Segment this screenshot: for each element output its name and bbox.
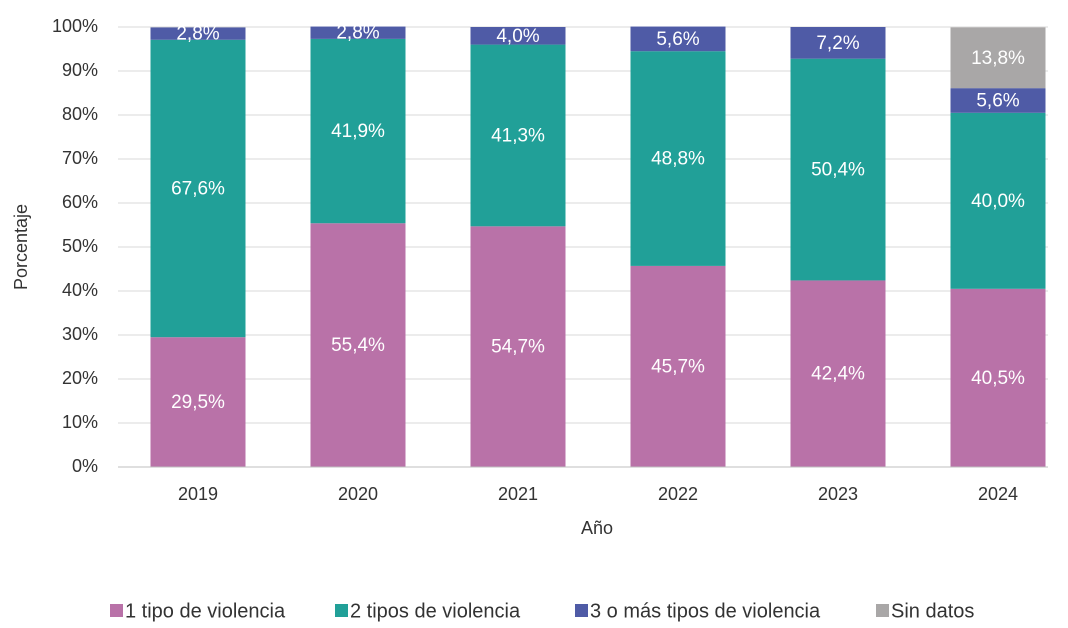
bar-segment [630, 265, 726, 467]
value-label: 54,7% [491, 337, 545, 358]
bar-segment [790, 58, 886, 281]
value-label: 40,0% [971, 191, 1025, 212]
value-label: 45,7% [651, 356, 705, 377]
y-tick-label: 30% [62, 324, 98, 344]
y-tick-label: 20% [62, 368, 98, 388]
value-label: 42,4% [811, 364, 865, 385]
bar-segment [470, 27, 566, 45]
y-tick-label: 10% [62, 412, 98, 432]
y-axis-label: Porcentaje [11, 204, 31, 290]
legend-label: 3 o más tipos de violencia [590, 600, 821, 622]
legend-label: 2 tipos de violencia [350, 600, 521, 622]
bar-segment [630, 26, 726, 52]
x-tick-label: 2022 [658, 484, 698, 504]
legend-swatch [876, 604, 889, 617]
value-label: 2,8% [176, 24, 219, 45]
value-label: 41,3% [491, 125, 545, 146]
value-label: 2,8% [336, 23, 379, 44]
y-tick-label: 90% [62, 60, 98, 80]
y-tick-label: 70% [62, 148, 98, 168]
value-label: 48,8% [651, 149, 705, 170]
legend-label: Sin datos [891, 600, 974, 622]
legend-label: 1 tipo de violencia [125, 600, 286, 622]
legend-swatch [110, 604, 123, 617]
x-tick-label: 2020 [338, 484, 378, 504]
bar-segment [310, 38, 406, 224]
y-tick-label: 0% [72, 456, 98, 476]
bar-segment [150, 27, 246, 40]
value-label: 5,6% [976, 90, 1019, 111]
bar-segment [310, 223, 406, 467]
value-label: 13,8% [971, 48, 1025, 69]
legend-swatch [335, 604, 348, 617]
x-axis-label: Año [581, 518, 613, 538]
bar-segment [950, 27, 1046, 89]
bar-segment [950, 88, 1046, 113]
value-label: 7,2% [816, 33, 859, 54]
bar-segment [150, 337, 246, 467]
bar-segment [630, 51, 726, 266]
value-label: 5,6% [656, 29, 699, 50]
legend-swatch [575, 604, 588, 617]
bar-segment [150, 39, 246, 338]
value-label: 50,4% [811, 160, 865, 181]
x-tick-label: 2021 [498, 484, 538, 504]
x-tick-label: 2019 [178, 484, 218, 504]
bar-segment [790, 27, 886, 59]
bar-segment [950, 112, 1046, 289]
value-label: 4,0% [496, 26, 539, 47]
y-tick-label: 80% [62, 104, 98, 124]
value-label: 40,5% [971, 368, 1025, 389]
value-label: 55,4% [331, 335, 385, 356]
bar-segment [470, 226, 566, 467]
value-label: 41,9% [331, 121, 385, 142]
bar-segment [950, 288, 1046, 467]
value-label: 29,5% [171, 392, 225, 413]
y-tick-label: 60% [62, 192, 98, 212]
bar-segment [310, 26, 406, 39]
x-tick-label: 2023 [818, 484, 858, 504]
y-tick-label: 40% [62, 280, 98, 300]
y-tick-label: 100% [52, 16, 98, 36]
value-label: 67,6% [171, 178, 225, 199]
y-tick-label: 50% [62, 236, 98, 256]
bar-segment [790, 280, 886, 467]
bar-segment [470, 44, 566, 227]
x-tick-label: 2024 [978, 484, 1018, 504]
